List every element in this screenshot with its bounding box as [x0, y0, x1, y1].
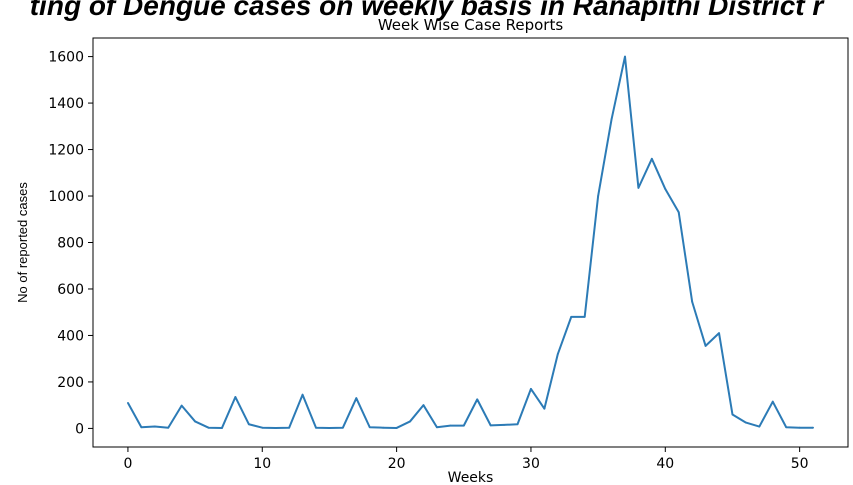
- data-point: [167, 426, 170, 429]
- data-point: [409, 420, 411, 423]
- data-point: [624, 55, 626, 58]
- data-point: [315, 426, 317, 429]
- data-point: [771, 400, 774, 403]
- x-axis-label: Weeks: [448, 470, 494, 485]
- data-point: [745, 421, 747, 424]
- data-point: [288, 426, 291, 429]
- data-point: [718, 332, 720, 335]
- x-tick-label: 10: [253, 456, 271, 472]
- series-layer: [127, 55, 814, 429]
- data-point: [341, 426, 344, 429]
- y-tick-label: 400: [57, 328, 84, 344]
- data-point: [221, 427, 223, 429]
- data-point: [207, 426, 210, 429]
- data-point: [503, 424, 505, 426]
- data-point: [355, 397, 358, 400]
- data-point: [664, 188, 667, 190]
- data-point: [395, 427, 398, 429]
- data-point: [127, 401, 129, 404]
- data-point: [462, 424, 465, 427]
- y-axis: 0 200 400 600 800 1000 1200 1400 1600: [48, 50, 93, 437]
- data-point: [489, 424, 492, 427]
- data-point: [530, 388, 532, 390]
- data-point: [261, 426, 264, 429]
- x-tick-label: 40: [656, 456, 674, 472]
- data-point: [476, 398, 479, 401]
- x-tick-label: 20: [388, 456, 406, 472]
- data-point: [637, 186, 640, 189]
- data-point: [798, 426, 801, 429]
- data-point: [368, 426, 371, 429]
- data-point: [812, 426, 814, 429]
- data-point: [570, 315, 573, 318]
- chart-title: Week Wise Case Reports: [378, 16, 564, 34]
- data-point: [597, 195, 600, 197]
- y-tick-label: 1200: [48, 143, 84, 159]
- data-point: [731, 413, 734, 416]
- data-point: [785, 426, 788, 429]
- y-tick-label: 1400: [48, 96, 84, 112]
- x-axis: 0 10 20 30 40 50: [123, 447, 809, 472]
- y-tick-label: 600: [57, 282, 84, 298]
- data-point: [382, 426, 385, 429]
- y-tick-label: 800: [57, 236, 84, 252]
- data-point: [650, 157, 653, 160]
- data-point: [449, 424, 452, 427]
- y-tick-label: 1000: [48, 189, 84, 205]
- data-point: [180, 404, 183, 407]
- data-point: [556, 353, 559, 355]
- data-point: [194, 420, 196, 423]
- y-tick-label: 1600: [48, 50, 84, 66]
- data-point: [301, 393, 304, 396]
- y-axis-label: No of reported cases: [15, 182, 30, 303]
- y-tick-label: 0: [75, 421, 84, 437]
- data-point: [153, 425, 156, 428]
- y-tick-label: 200: [57, 375, 84, 391]
- data-point: [610, 118, 613, 121]
- data-point: [247, 423, 250, 426]
- data-point: [328, 427, 331, 429]
- data-point: [677, 211, 680, 214]
- page-heading-cropped: ting of Dengue cases on weekly basis in …: [29, 0, 824, 21]
- data-point: [583, 315, 586, 318]
- data-point: [274, 427, 277, 429]
- data-point: [516, 423, 519, 426]
- data-point: [234, 396, 237, 398]
- data-point: [691, 300, 694, 303]
- x-tick-label: 0: [123, 456, 132, 472]
- data-point: [543, 407, 546, 410]
- plot-frame: [92, 37, 849, 448]
- data-point: [422, 404, 425, 407]
- x-tick-label: 50: [791, 456, 809, 472]
- data-point: [758, 425, 761, 428]
- data-point: [140, 426, 143, 429]
- data-point: [436, 426, 438, 429]
- series-line: [127, 55, 814, 429]
- data-point: [704, 345, 707, 347]
- x-tick-label: 30: [522, 456, 540, 472]
